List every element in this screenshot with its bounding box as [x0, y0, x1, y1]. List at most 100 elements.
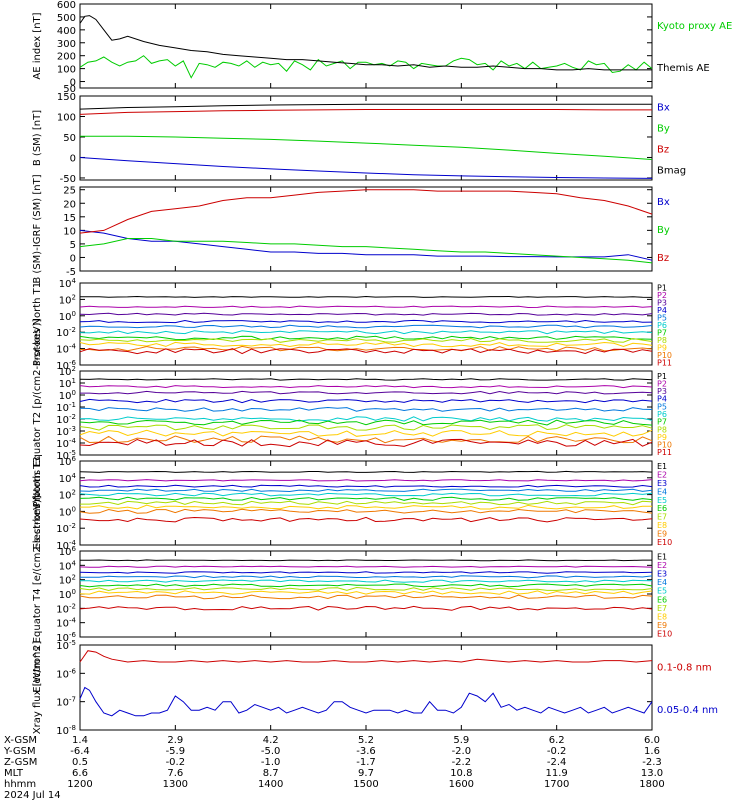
series-line-e5 — [79, 492, 653, 497]
series-line-p1 — [79, 378, 653, 381]
y-tick-label: 106 — [59, 545, 77, 558]
series-line-e10 — [79, 605, 653, 611]
legend-entry: E8 — [657, 613, 667, 622]
series-line-bx — [79, 229, 653, 261]
series-line-p6 — [79, 330, 653, 335]
series-line-bmag — [79, 103, 652, 110]
y-tick-label: 100 — [59, 588, 76, 601]
x-tick-label: 2.9 — [167, 735, 183, 746]
y-tick-label: 100 — [59, 310, 76, 323]
series-line-p11 — [79, 348, 653, 355]
legend-entry: E2 — [657, 471, 667, 480]
y-tick-label: 104 — [59, 277, 77, 290]
legend-entry: E4 — [657, 578, 667, 587]
series-line-p7 — [79, 335, 653, 341]
x-tick-label: -5.9 — [166, 746, 186, 757]
y-tick-label: 102 — [59, 293, 76, 306]
series-line-by — [79, 238, 653, 264]
legend-entry: Bz — [657, 145, 669, 156]
legend-entry: P8 — [657, 336, 667, 345]
panel-frame — [79, 370, 653, 456]
y-tick-label: -50 — [60, 174, 76, 185]
legend-entry: P2 — [657, 291, 667, 300]
y-axis-label: Electrons Equator T4 [e/(cm2-s-sr-keV)] — [32, 495, 43, 692]
x-tick-label: 13.0 — [641, 768, 663, 779]
legend-entry: P9 — [657, 433, 667, 442]
y-tick-label: 10-2 — [56, 326, 76, 339]
legend-entry: P11 — [657, 448, 672, 457]
legend-entry: P7 — [657, 328, 667, 337]
series-line-e8 — [80, 504, 652, 510]
panel-6: 106 104 102 100 10-2 10-4 Electrons North T3 E1… — [32, 455, 672, 552]
legend-entry: E5 — [657, 587, 667, 596]
panel-8: 10-5 10-6 10-7 10-8 Xray flux [W/m^2] 0.1-0.8… — [32, 639, 718, 737]
series-line-e4 — [79, 575, 653, 579]
legend-entry: E4 — [657, 487, 667, 496]
series-line-e6 — [79, 583, 653, 588]
x-tick-label: 0.5 — [72, 757, 88, 768]
y-axis-label: Electrons North T3 — [32, 456, 43, 549]
panel-1: 600 500 400 300 200 100 050 AE index [nT] Kyoto … — [32, 0, 732, 95]
y-tick-label: 25 — [63, 186, 76, 197]
y-axis-label: AE index [nT] — [32, 12, 43, 79]
legend-entry: P6 — [657, 321, 667, 330]
x-tick-label: 6.6 — [72, 768, 88, 779]
y-tick-label: 10-6 — [56, 667, 76, 680]
series-line-p6 — [79, 416, 653, 422]
series-line-p3 — [80, 390, 653, 395]
legend-entry: E2 — [657, 561, 667, 570]
y-axis-label: B (SM)-IGRF (SM) [nT] — [32, 174, 43, 283]
series-line-e10 — [79, 516, 653, 523]
panel-2: 150 100 50 0 -50 B (SM) [nT] Bx By Bz Bmag — [32, 92, 686, 185]
series-line-p11 — [79, 438, 653, 448]
legend-entry: E7 — [657, 604, 667, 613]
y-tick-label: 104 — [59, 559, 77, 572]
legend-entry: E8 — [657, 521, 667, 530]
series-line-p7 — [79, 419, 653, 426]
y-tick-label: 0 — [70, 78, 76, 89]
legend-entry: P1 — [657, 372, 667, 381]
x-row-label: Z-GSM — [4, 757, 37, 768]
series-line-e3 — [79, 484, 653, 488]
y-tick-label: 10-7 — [56, 696, 76, 709]
legend-entry: By — [657, 225, 670, 236]
legend-entry: E3 — [657, 570, 667, 579]
series-line-e3 — [79, 571, 653, 574]
series-line-p4 — [79, 398, 653, 404]
y-tick-label: 50 — [63, 84, 76, 95]
y-axis-label: Protons Equator T2 [p/(cm2-s-sr-keV)] — [32, 318, 43, 507]
legend-entry: P1 — [657, 284, 667, 293]
y-tick-label: 200 — [57, 52, 76, 63]
legend-entry: E1 — [657, 552, 667, 561]
x-tick-label: 1600 — [449, 779, 474, 790]
y-tick-label: 300 — [57, 39, 76, 50]
x-tick-label: -0.2 — [166, 757, 186, 768]
legend-entry: 0.05-0.4 nm — [657, 705, 718, 716]
y-tick-label: 10-2 — [56, 602, 76, 615]
x-tick-label: -2.2 — [452, 757, 472, 768]
series-line-themis-ae — [79, 15, 652, 71]
y-tick-label: 100 — [57, 112, 76, 123]
x-tick-label: 1.4 — [72, 735, 88, 746]
series-line-e4 — [79, 488, 653, 493]
legend-entry: E10 — [657, 630, 672, 639]
y-tick-label: 500 — [57, 13, 76, 24]
legend-entry: P2 — [657, 379, 667, 388]
x-tick-label: 4.2 — [263, 735, 279, 746]
legend-entry: P7 — [657, 418, 667, 427]
x-row-label: hhmm — [4, 779, 36, 790]
x-tick-label: 1700 — [544, 779, 569, 790]
legend-entry: P4 — [657, 306, 667, 315]
legend-entry: Bmag — [657, 166, 686, 177]
y-axis-label: Protons North T1 — [32, 282, 43, 366]
series-line-0-05-0-4-nm — [79, 686, 653, 717]
y-axis-label: Xray flux [W/m^2] — [32, 641, 43, 735]
y-tick-label: 102 — [59, 574, 76, 587]
x-tick-label: -1.7 — [356, 757, 376, 768]
legend-entry: Bx — [657, 103, 670, 114]
series-line-bx — [79, 157, 653, 179]
y-tick-label: 150 — [57, 92, 76, 103]
y-tick-label: 10-4 — [56, 617, 76, 630]
series-line-p10 — [79, 435, 653, 444]
